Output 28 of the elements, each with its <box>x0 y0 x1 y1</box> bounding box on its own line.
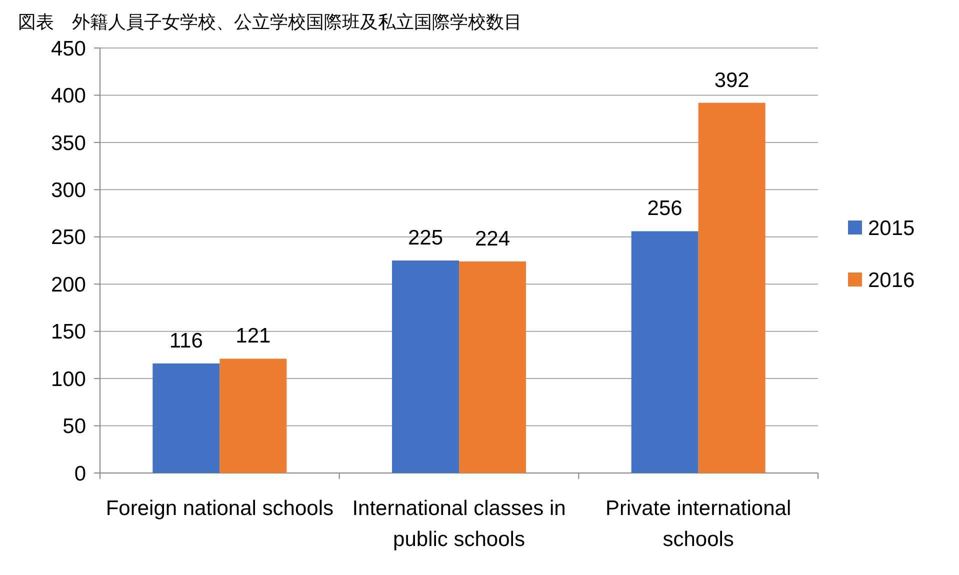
y-tick-label: 50 <box>62 415 86 438</box>
x-tick-label: Private international schools <box>606 497 792 551</box>
data-label: 224 <box>474 227 510 250</box>
y-tick-label: 150 <box>50 320 86 344</box>
data-label: 225 <box>408 226 444 250</box>
y-tick-label: 250 <box>50 226 86 250</box>
x-tick-label: Foreign national schools <box>106 497 334 520</box>
data-label: 116 <box>169 329 203 352</box>
y-tick-label: 400 <box>50 84 86 108</box>
bar <box>459 261 526 473</box>
bar <box>392 260 459 473</box>
y-tick-label: 450 <box>50 37 86 60</box>
data-label: 392 <box>714 68 750 92</box>
y-tick-label: 100 <box>50 368 86 391</box>
y-tick-label: 300 <box>50 179 86 202</box>
bar <box>698 102 766 473</box>
bar <box>152 363 220 473</box>
legend-label: 2015 <box>868 216 915 240</box>
legend-label: 2016 <box>868 268 915 292</box>
data-label: 256 <box>647 197 682 220</box>
data-label: 121 <box>236 324 271 348</box>
bar <box>220 358 287 473</box>
bar <box>631 231 698 473</box>
y-tick-label: 0 <box>74 462 86 486</box>
chart-title: 図表 外籍人員子女学校、公立学校国際班及私立国際学校数目 <box>18 12 522 33</box>
x-tick-label: International classes in public schools <box>352 497 566 551</box>
y-tick-label: 350 <box>50 132 86 155</box>
y-tick-label: 200 <box>50 273 86 296</box>
